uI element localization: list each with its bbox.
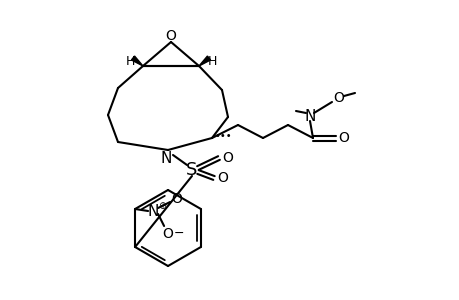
Text: O: O <box>333 91 344 105</box>
Polygon shape <box>131 56 143 66</box>
Text: H: H <box>125 55 134 68</box>
Text: ⊕: ⊕ <box>158 201 166 211</box>
Text: −: − <box>174 226 184 239</box>
Text: O: O <box>162 227 173 241</box>
Text: N: N <box>160 151 171 166</box>
Text: O: O <box>165 29 176 43</box>
Text: O: O <box>217 171 228 185</box>
Text: H: H <box>207 55 216 68</box>
Text: N: N <box>304 109 315 124</box>
Text: N: N <box>147 203 158 218</box>
Polygon shape <box>199 56 210 66</box>
Text: O: O <box>338 131 349 145</box>
Text: O: O <box>222 151 233 165</box>
Text: O: O <box>171 192 182 206</box>
Text: •••: ••• <box>214 131 232 141</box>
Text: S: S <box>186 161 197 179</box>
